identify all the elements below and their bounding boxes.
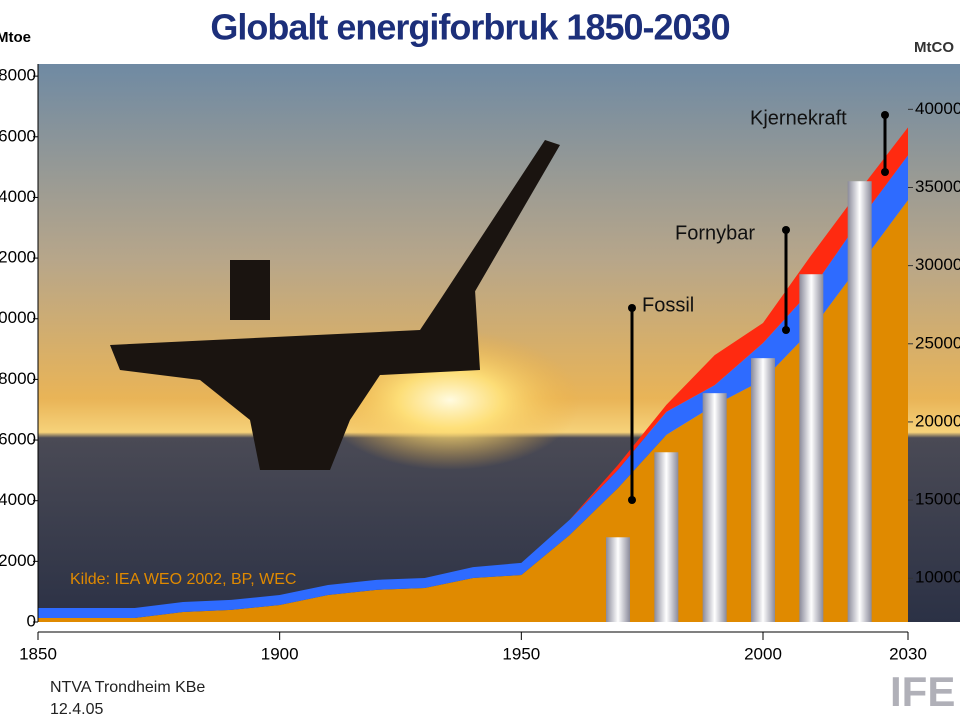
area	[38, 127, 908, 609]
x-tick-label: 1950	[502, 644, 540, 663]
y-tick-label: 10000	[0, 308, 36, 327]
area	[38, 155, 908, 619]
chart-title: Globalt energiforbruk 1850-2030	[210, 7, 729, 48]
y2-tick-label: 30000	[915, 255, 960, 274]
y-tick-label: 18000	[0, 66, 36, 85]
legend-label: Kjernekraft	[750, 107, 847, 129]
y-tick-label: 2000	[0, 551, 36, 570]
pin-head	[782, 226, 790, 234]
logo: IFE	[890, 668, 955, 715]
pin-foot	[628, 496, 636, 504]
y2-tick-label: 35000	[915, 177, 960, 196]
pin-head	[628, 304, 636, 312]
x-tick-label: 2030	[889, 644, 927, 663]
y2-tick-label: 20000	[915, 411, 960, 430]
co2-bar	[654, 452, 679, 622]
x-tick-label: 1850	[19, 644, 57, 663]
y2-tick-label: 10000	[915, 568, 960, 587]
y-axis-label: Mtoe	[0, 29, 31, 46]
area	[38, 200, 908, 622]
y-tick-label: 12000	[0, 248, 36, 267]
legend-label: Fossil	[642, 294, 694, 316]
y2-tick-label: 40000	[915, 99, 960, 118]
y-tick-label: 14000	[0, 187, 36, 206]
co2-bar	[751, 358, 775, 622]
co2-bar	[847, 181, 872, 622]
y2-tick-label: 25000	[915, 333, 960, 352]
footer: NTVA Trondheim KBe	[50, 679, 205, 696]
y-tick-label: 16000	[0, 126, 36, 145]
pin-head	[881, 111, 889, 119]
date: 12.4.05	[50, 701, 103, 718]
pin-foot	[782, 326, 790, 334]
y-tick-label: 4000	[0, 490, 36, 509]
co2-bar	[606, 537, 630, 622]
x-tick-label: 1900	[261, 644, 299, 663]
y2-axis-label: MtCO	[914, 39, 954, 56]
y2-tick-label: 15000	[915, 490, 960, 509]
pin-foot	[881, 168, 889, 176]
source: Kilde: IEA WEO 2002, BP, WEC	[70, 571, 296, 588]
y-tick-label: 8000	[0, 369, 36, 388]
y-tick-label: 0	[27, 611, 36, 630]
co2-bar	[702, 393, 727, 622]
co2-bar	[799, 274, 824, 622]
x-tick-label: 2000	[744, 644, 782, 663]
legend-label: Fornybar	[675, 222, 755, 244]
y-tick-label: 6000	[0, 430, 36, 449]
